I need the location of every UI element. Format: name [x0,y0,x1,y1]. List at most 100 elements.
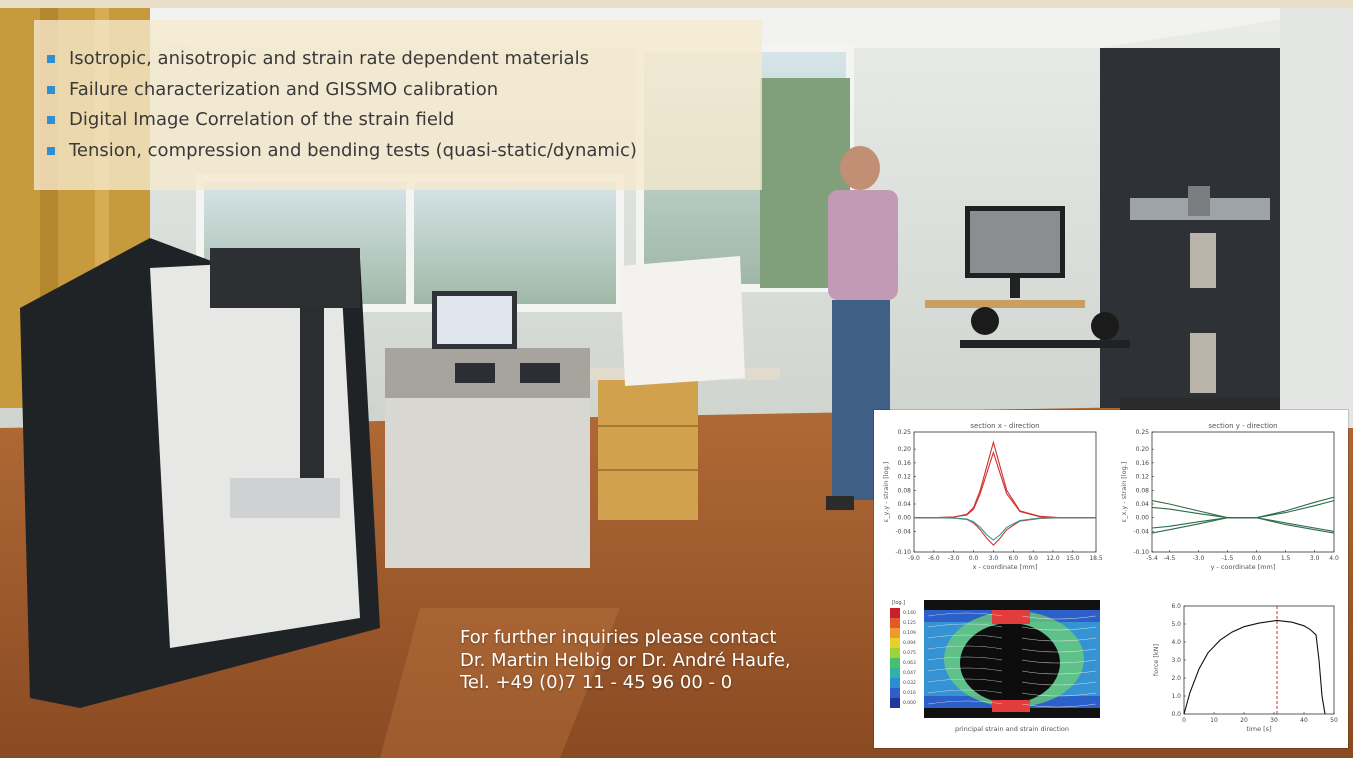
direction-line [1021,659,1097,664]
colorbar-swatch [890,698,900,708]
direction-line [1021,703,1097,708]
y-axis-label: force [kN] [1152,644,1160,676]
colorbar-swatch [890,668,900,678]
heatmap-hotspot [992,610,1030,624]
direction-line [927,656,1003,661]
x-tick-label: -1.5 [1222,555,1234,562]
colorbar-tick-label: 0.075 [903,650,916,656]
x-tick-label: -4.5 [1164,555,1176,562]
heatmap-edge [924,600,1100,610]
bullet-icon [47,85,55,94]
colorbar-tick-label: 0.016 [903,690,916,696]
direction-line [1021,637,1097,642]
x-tick-label: 6.0 [1008,555,1018,562]
chart-title: section y - direction [1208,422,1277,430]
y-tick-label: 0.25 [898,429,912,436]
y-tick-label: 0.16 [898,460,912,467]
y-tick-label: 0.12 [1136,474,1150,481]
colorbar-tick-label: 0.063 [903,660,916,666]
colorbar-tick-label: 0.000 [903,700,916,706]
series-line [914,517,1096,546]
x-tick-label: 30 [1270,717,1278,724]
colorbar-swatch [890,628,900,638]
series-line [1151,517,1335,532]
charts-svg: section x - direction -9.0 -6.0 -3.0 0.0 3.0 6… [882,422,1339,733]
y-axis-label: ε_y,y - strain [log.] [882,462,890,523]
direction-line [927,645,1003,650]
series-line [1151,500,1335,519]
heatmap-hotspot [992,700,1030,712]
x-tick-label: 3.0 [989,555,999,562]
contact-phone: Tel. +49 (0)7 11 - 45 96 00 - 0 [460,672,733,693]
x-tick-label: 15.0 [1066,555,1080,562]
feature-item: Isotropic, anisotropic and strain rate d… [34,44,637,75]
x-tick-label: 0 [1182,717,1186,724]
plot-frame [1183,605,1335,715]
direction-line [927,667,1003,672]
series-line [1151,517,1335,534]
x-axis-label: y - coordinate [mm] [1211,563,1276,571]
x-tick-label: 9.0 [1028,555,1038,562]
feature-item: Digital Image Correlation of the strain … [34,105,637,136]
y-tick-label: -0.10 [895,549,911,556]
x-tick-label: -6.0 [928,555,940,562]
direction-line [1021,681,1097,686]
feature-text: Isotropic, anisotropic and strain rate d… [69,48,589,69]
x-axis-label: x - coordinate [mm] [973,563,1038,571]
x-tick-label: 0.0 [969,555,979,562]
x-tick-label: 20 [1240,717,1248,724]
colorbar-swatch [890,658,900,668]
y-tick-label: 0.0 [1171,711,1181,718]
x-tick-label: -3.0 [1193,555,1205,562]
direction-line [1021,648,1097,653]
series-line [914,517,1096,541]
colorbar-tick-label: 0.047 [903,670,916,676]
heatmap-hole [960,623,1060,703]
series-line [914,440,1096,519]
heatmap-edge [924,708,1100,718]
y-tick-label: 5.0 [1171,621,1181,628]
colorbar-swatch [890,618,900,628]
feature-item: Failure characterization and GISSMO cali… [34,75,637,106]
y-tick-label: 2.0 [1171,675,1181,682]
y-tick-label: 0.08 [1136,487,1150,494]
colorbar-swatch [890,648,900,658]
x-tick-label: 0.0 [1252,555,1262,562]
direction-line [1021,692,1097,697]
colorbar-swatch [890,608,900,618]
chart-title: section x - direction [970,422,1039,430]
direction-line [1021,626,1097,631]
x-tick-label: 18.5 [1089,555,1103,562]
direction-line [1021,670,1097,675]
heatmap-caption: principal strain and strain direction [955,725,1069,733]
colorbar-swatch [890,638,900,648]
contact-line: For further inquiries please contact [460,627,777,648]
colorbar-tick-label: 0.125 [903,620,916,626]
x-tick-label: 3.0 [1310,555,1320,562]
feature-text: Digital Image Correlation of the strain … [69,109,455,130]
colorbar-tick-label: 0.032 [903,680,916,686]
x-tick-label: 10 [1210,717,1218,724]
feature-text: Tension, compression and bending tests (… [69,139,637,161]
colorbar-title: [log.] [892,600,905,606]
x-tick-label: 12.0 [1046,555,1060,562]
feature-item: Tension, compression and bending tests (… [34,136,637,167]
direction-line [927,689,1003,694]
y-tick-label: 1.0 [1171,693,1181,700]
x-tick-label: -3.0 [948,555,960,562]
direction-line [927,678,1003,683]
colorbar-tick-label: 0.094 [903,640,916,646]
contact-block: For further inquiries please contact Dr.… [460,627,870,695]
feature-list: Isotropic, anisotropic and strain rate d… [34,44,637,166]
y-tick-label: 4.0 [1171,639,1181,646]
colorbar-tick-label: 0.140 [903,610,916,616]
plot-frame [913,431,1097,553]
y-tick-label: 0.25 [1136,429,1150,436]
y-axis-label: ε_x,y - strain [log.] [1120,462,1128,523]
y-tick-label: -0.10 [1133,549,1149,556]
direction-line [927,700,1003,705]
colorbar-tick-label: 0.109 [903,630,916,636]
y-tick-label: 0.08 [898,487,912,494]
series-line [1183,619,1326,715]
